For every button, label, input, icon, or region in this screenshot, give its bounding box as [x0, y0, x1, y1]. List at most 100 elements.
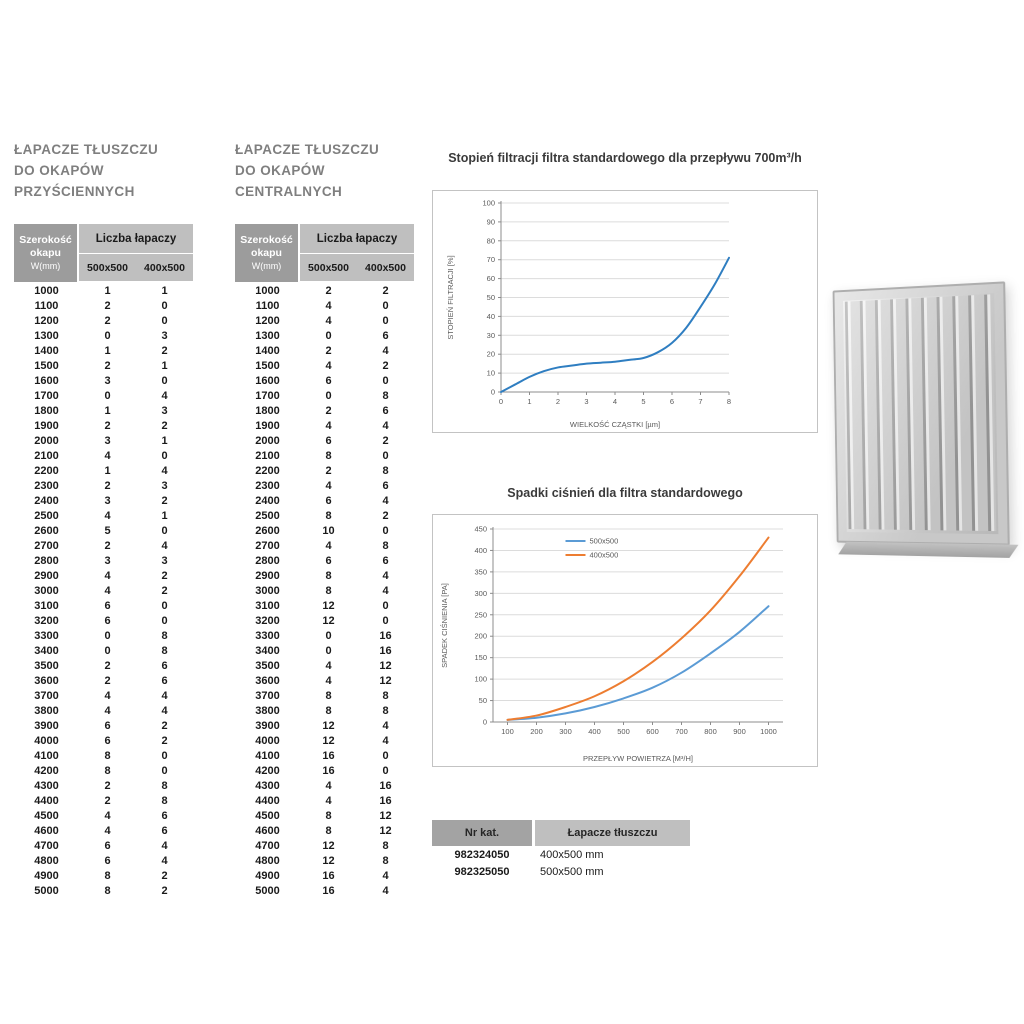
count-400x500-cell: 1: [161, 285, 168, 297]
count-500x500-cell: 0: [325, 630, 332, 642]
count-400x500-cell: 6: [161, 825, 168, 837]
svg-text:300: 300: [559, 727, 572, 736]
hood-width-cell: 2300: [34, 480, 59, 492]
count-400x500-cell: 2: [161, 420, 168, 432]
count-500x500-cell: 4: [104, 570, 111, 582]
hood-width-cell: 1300: [255, 330, 280, 342]
table-row: 1800 2 6: [235, 404, 414, 419]
hood-width-cell: 3500: [255, 660, 280, 672]
count-500x500-cell: 6: [104, 840, 111, 852]
count-500x500-cell: 12: [322, 720, 335, 732]
table-row: 4100 16 0: [235, 749, 414, 764]
count-500x500-cell: 12: [322, 615, 335, 627]
hood-width-cell: 2500: [34, 510, 59, 522]
width-header-line-1: Szerokość: [19, 233, 72, 246]
table-row: 2700 2 4: [14, 539, 193, 554]
table-row: 4100 8 0: [14, 749, 193, 764]
central-table-header: Szerokość okapu W(mm) Liczba łapaczy 500…: [235, 224, 414, 282]
trap-count-header-group: Liczba łapaczy 500x500 400x500: [300, 224, 414, 282]
table-row: 2000 6 2: [235, 434, 414, 449]
svg-text:0: 0: [491, 388, 495, 397]
hood-width-cell: 1500: [255, 360, 280, 372]
hood-width-cell: 1100: [34, 300, 59, 312]
count-400x500-cell: 12: [379, 675, 392, 687]
table-row: 4800 12 8: [235, 854, 414, 869]
table-row: 1100 2 0: [14, 299, 193, 314]
count-500x500-cell: 6: [104, 615, 111, 627]
count-500x500-cell: 0: [325, 645, 332, 657]
count-400x500-cell: 4: [382, 720, 389, 732]
catalog-size: 400x500 mm: [540, 849, 604, 861]
count-500x500-cell: 0: [104, 630, 111, 642]
count-500x500-cell: 6: [104, 855, 111, 867]
count-500x500-cell: 1: [104, 405, 111, 417]
catalog-table-header: Nr kat. Łapacze tłuszczu: [432, 820, 690, 846]
filtration-chart: 0 10 20 30 40 50 60 70 80 90 100 0 1 2 3 4 5 6 7 8 WIELKOŚĆ …: [432, 190, 818, 433]
count-500x500-cell: 8: [104, 870, 111, 882]
table-row: 4800 6 4: [14, 854, 193, 869]
central-title-line-2: DO OKAPÓW: [235, 163, 325, 178]
svg-text:1000: 1000: [760, 727, 777, 736]
hood-width-cell: 3400: [34, 645, 59, 657]
count-500x500-cell: 2: [104, 315, 111, 327]
table-row: 3000 4 2: [14, 584, 193, 599]
table-row: 3600 4 12: [235, 674, 414, 689]
table-row: 2600 10 0: [235, 524, 414, 539]
svg-text:300: 300: [474, 589, 487, 598]
count-400x500-cell: 8: [161, 780, 168, 792]
width-unit-label: W(mm): [251, 260, 282, 271]
count-400x500-cell: 6: [382, 555, 389, 567]
svg-text:80: 80: [487, 236, 495, 245]
table-row: 2200 2 8: [235, 464, 414, 479]
count-400x500-cell: 0: [161, 315, 168, 327]
count-400x500-cell: 0: [161, 450, 168, 462]
hood-width-cell: 2400: [255, 495, 280, 507]
table-row: 3600 2 6: [14, 674, 193, 689]
count-500x500-cell: 6: [104, 720, 111, 732]
table-row: 2000 3 1: [14, 434, 193, 449]
count-500x500-cell: 8: [325, 450, 332, 462]
table-row: 4200 8 0: [14, 764, 193, 779]
central-table-body: 1000 2 2 1100 4 0 1200 4 0 1300 0 6 1400 2 4 1500 4 2 1600…: [235, 284, 414, 899]
hood-width-cell: 2000: [34, 435, 59, 447]
count-400x500-cell: 12: [379, 825, 392, 837]
svg-text:STOPIEŃ FILTRACJI [%]: STOPIEŃ FILTRACJI [%]: [446, 255, 455, 339]
svg-text:200: 200: [530, 727, 543, 736]
hood-width-cell: 1600: [34, 375, 59, 387]
count-400x500-cell: 8: [161, 630, 168, 642]
hood-width-cell: 2100: [255, 450, 280, 462]
table-row: 4000 6 2: [14, 734, 193, 749]
catalog-table: Nr kat. Łapacze tłuszczu 982324050 400x50…: [432, 820, 690, 880]
count-500x500-cell: 4: [325, 360, 332, 372]
hood-width-cell: 3900: [34, 720, 59, 732]
svg-text:60: 60: [487, 274, 495, 283]
hood-width-cell: 4600: [255, 825, 280, 837]
svg-text:450: 450: [474, 525, 487, 534]
catalog-row: 982324050 400x500 mm: [432, 848, 690, 863]
hood-width-cell: 2100: [34, 450, 59, 462]
count-400x500-cell: 0: [161, 750, 168, 762]
catalog-product-header: Łapacze tłuszczu: [535, 820, 690, 846]
svg-text:2: 2: [556, 397, 560, 406]
table-row: 1800 1 3: [14, 404, 193, 419]
count-400x500-cell: 3: [161, 330, 168, 342]
count-400x500-cell: 8: [382, 705, 389, 717]
count-400x500-cell: 0: [382, 750, 389, 762]
count-500x500-cell: 8: [325, 585, 332, 597]
hood-width-cell: 1400: [34, 345, 59, 357]
count-500x500-cell: 6: [104, 735, 111, 747]
table-row: 1900 2 2: [14, 419, 193, 434]
catalog-number-header: Nr kat.: [432, 820, 532, 846]
hood-width-cell: 2200: [34, 465, 59, 477]
count-500x500-cell: 4: [325, 795, 332, 807]
count-500x500-cell: 8: [325, 705, 332, 717]
hood-width-cell: 1800: [255, 405, 280, 417]
table-row: 2500 8 2: [235, 509, 414, 524]
hood-width-cell: 2300: [255, 480, 280, 492]
count-500x500-cell: 8: [104, 885, 111, 897]
wall-title-line-2: DO OKAPÓW: [14, 163, 104, 178]
table-row: 2100 8 0: [235, 449, 414, 464]
filter-bottom-lip: [838, 541, 1019, 558]
table-row: 2500 4 1: [14, 509, 193, 524]
hood-width-cell: 4800: [255, 855, 280, 867]
